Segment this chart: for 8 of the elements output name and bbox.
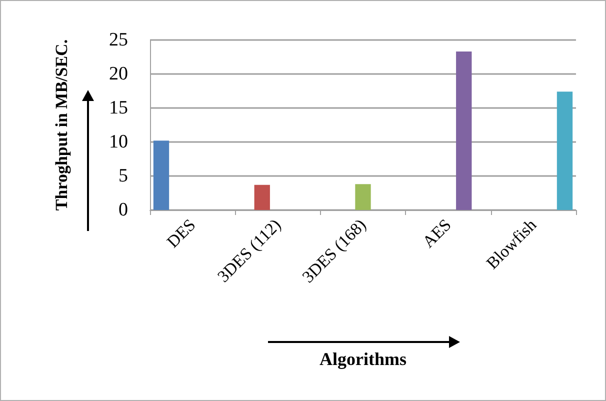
- x-axis-title: Algorithms: [320, 349, 406, 369]
- y-tick-label: 0: [118, 200, 128, 220]
- y-tick-label: 20: [109, 64, 128, 84]
- y-tick-label: 5: [118, 166, 128, 186]
- y-tick-label: 15: [109, 98, 128, 118]
- y-axis-title: Throghput in MB/SEC.: [52, 39, 71, 211]
- y-tick-label: 10: [109, 132, 128, 152]
- y-tick-label: 25: [109, 30, 128, 50]
